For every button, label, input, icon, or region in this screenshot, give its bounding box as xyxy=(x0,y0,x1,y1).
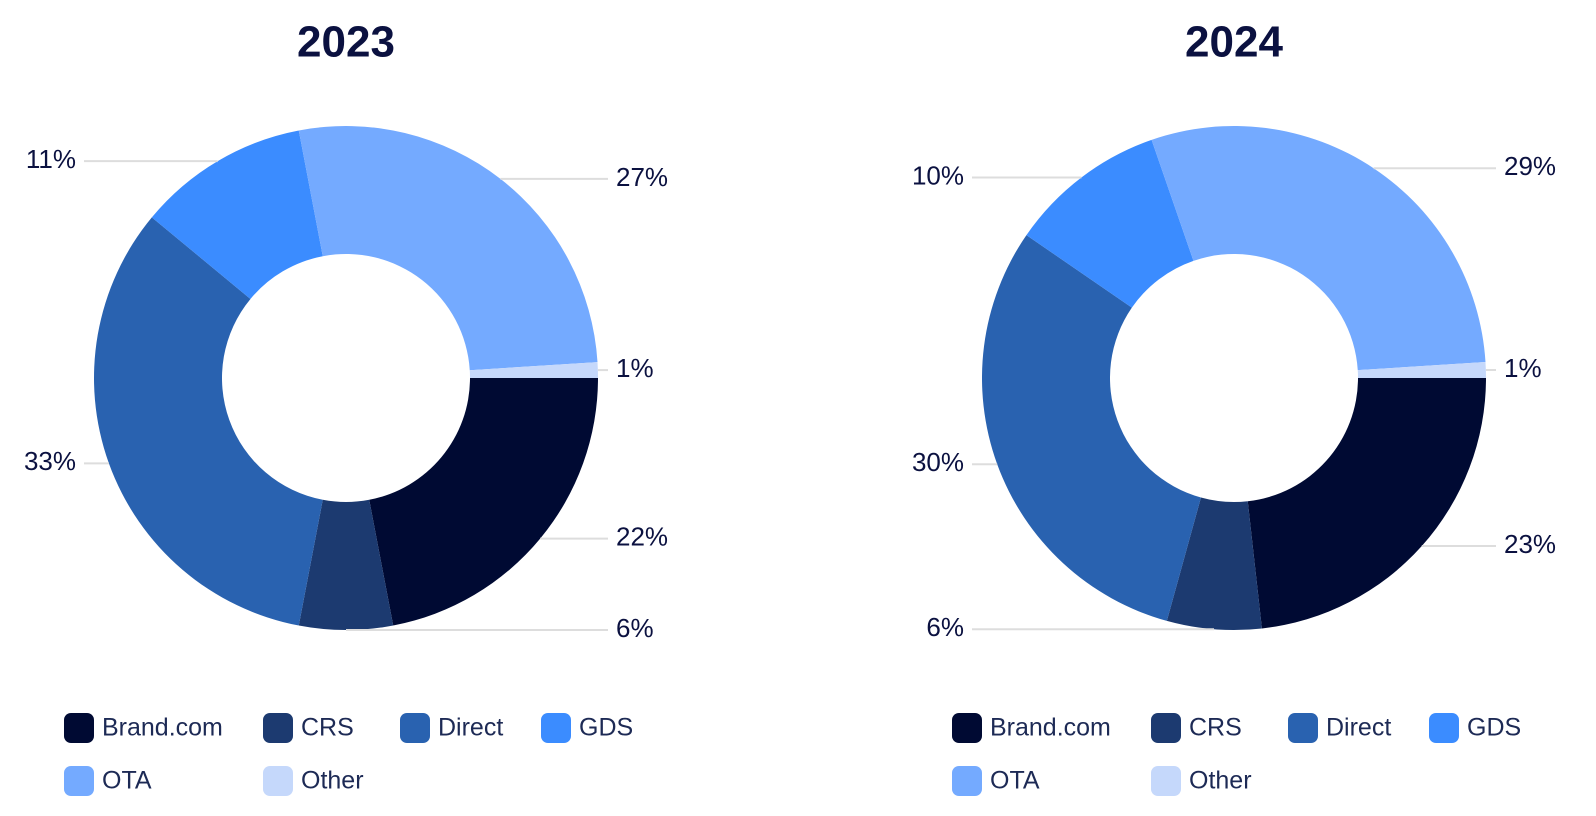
donut-segment xyxy=(93,217,323,626)
donut-segment xyxy=(1026,139,1194,308)
data-label: 23% xyxy=(1504,529,1556,559)
donut-segment xyxy=(369,378,598,626)
donut-segment xyxy=(1247,378,1486,629)
legend-swatch xyxy=(64,766,94,796)
donut-segment xyxy=(469,362,598,378)
legend-swatch xyxy=(1429,713,1459,743)
data-label: 11% xyxy=(26,144,76,174)
donut-segment xyxy=(982,235,1201,621)
legend-label: Direct xyxy=(438,714,503,742)
legend-label: Brand.com xyxy=(990,714,1111,742)
chart-title: 2024 xyxy=(1185,18,1283,67)
data-label: 30% xyxy=(912,447,964,477)
legend-swatch xyxy=(64,713,94,743)
legend-swatch xyxy=(1288,713,1318,743)
legend-swatch xyxy=(541,713,571,743)
donut-segment xyxy=(1151,125,1486,371)
legend-label: OTA xyxy=(990,767,1040,795)
legend-label: CRS xyxy=(1189,714,1242,742)
legend-label: GDS xyxy=(579,714,633,742)
data-label: 1% xyxy=(616,353,654,383)
legend-swatch xyxy=(400,713,430,743)
data-label: 29% xyxy=(1504,151,1556,181)
legend-swatch xyxy=(263,713,293,743)
legend-label: OTA xyxy=(102,767,152,795)
donut-segment xyxy=(1357,362,1486,378)
legend-swatch xyxy=(952,766,982,796)
donut-segment xyxy=(298,499,394,630)
legend-swatch xyxy=(952,713,982,743)
data-label: 33% xyxy=(24,446,76,476)
data-label: 6% xyxy=(926,612,964,642)
legend-swatch xyxy=(1151,713,1181,743)
legend-label: Other xyxy=(301,767,364,795)
legend-swatch xyxy=(263,766,293,796)
data-label: 27% xyxy=(616,162,668,192)
donut-segment xyxy=(151,130,323,299)
data-label: 22% xyxy=(616,522,668,552)
data-label: 10% xyxy=(912,160,964,190)
donut-segment xyxy=(1166,497,1262,630)
data-label: 6% xyxy=(616,613,654,643)
legend-label: Direct xyxy=(1326,714,1391,742)
chart-title: 2023 xyxy=(297,18,395,67)
legend-label: Other xyxy=(1189,767,1252,795)
legend-swatch xyxy=(1151,766,1181,796)
data-label: 1% xyxy=(1504,353,1542,383)
donut-segment xyxy=(298,126,598,371)
legend-label: CRS xyxy=(301,714,354,742)
legend-label: GDS xyxy=(1467,714,1521,742)
legend-label: Brand.com xyxy=(102,714,223,742)
